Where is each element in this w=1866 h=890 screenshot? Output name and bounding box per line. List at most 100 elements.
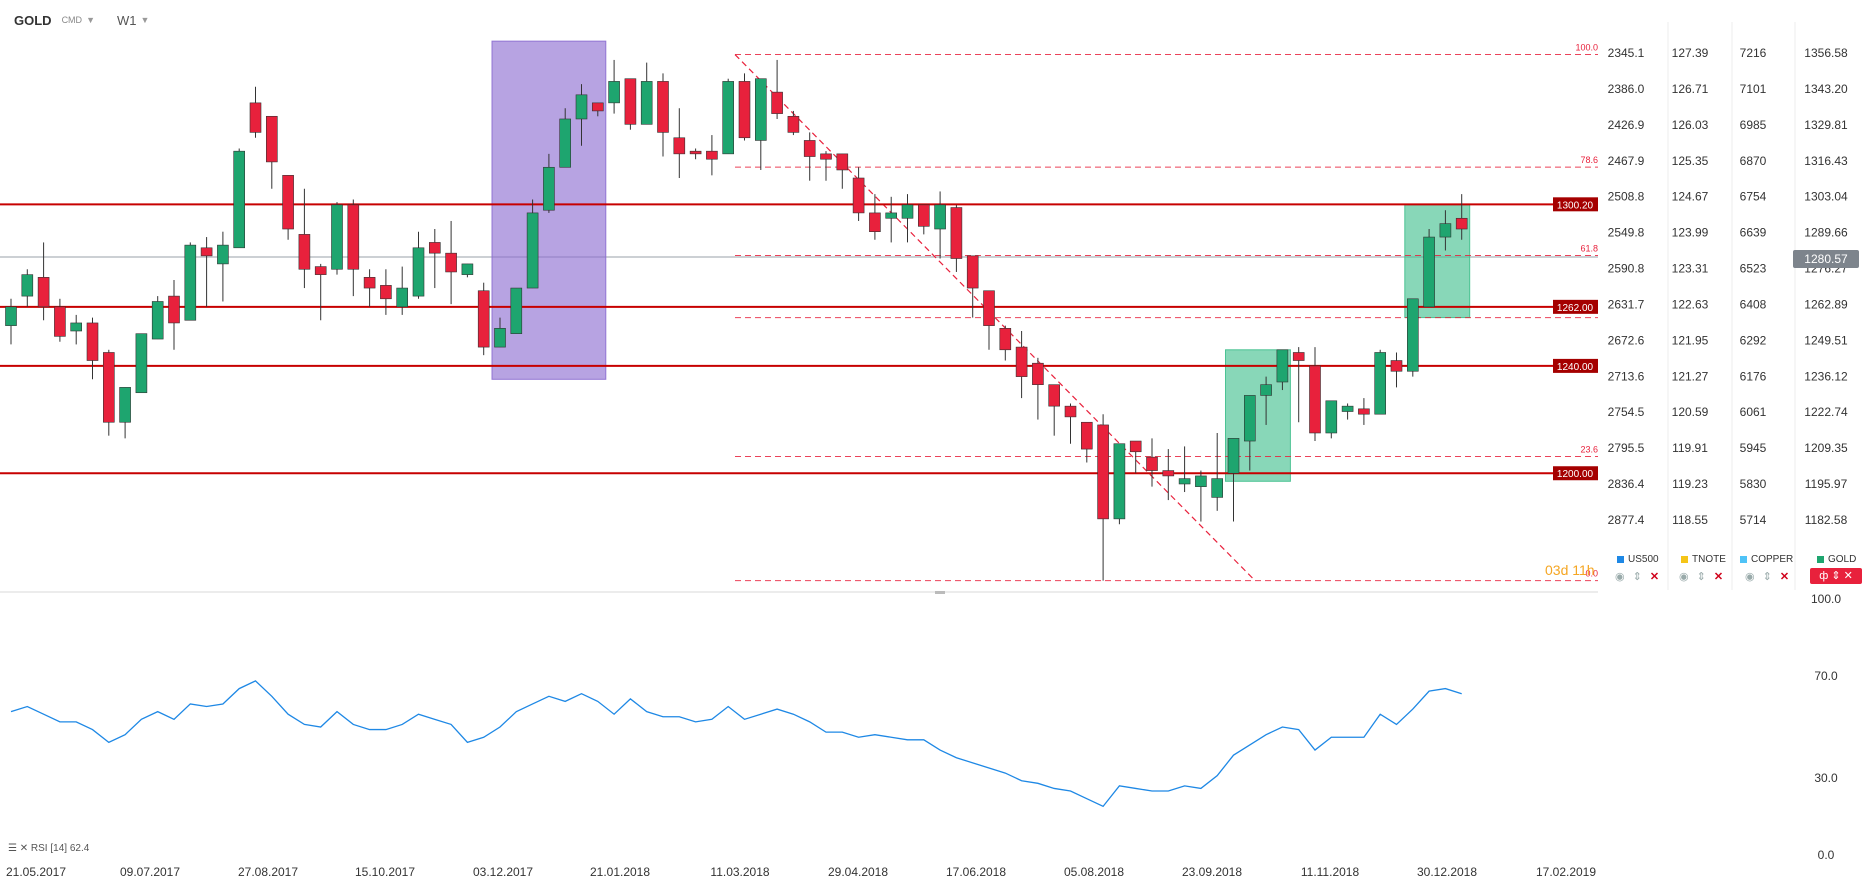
- candle-body: [168, 295, 180, 324]
- timeframe-select[interactable]: W1: [116, 12, 137, 28]
- rsi-tick-label: 0.0: [1818, 848, 1835, 862]
- candle-body: [1309, 365, 1321, 434]
- reorder-icon[interactable]: ⇕: [1762, 571, 1772, 583]
- candle-body: [1195, 475, 1207, 487]
- price-tick-label: 119.23: [1672, 477, 1708, 491]
- indicator-icon[interactable]: ☰ ✕: [8, 843, 29, 854]
- candle-body: [494, 328, 506, 348]
- price-tick-label: 6176: [1740, 369, 1767, 383]
- legend-label: COPPER: [1751, 554, 1794, 565]
- price-tick-label: 1222.74: [1804, 405, 1848, 419]
- candle-body: [314, 266, 327, 275]
- rsi-tick-label: 70.0: [1814, 669, 1838, 683]
- candle-body: [803, 140, 816, 157]
- candle-body: [657, 81, 669, 133]
- candle-body: [428, 242, 441, 254]
- date-tick-label: 29.04.2018: [828, 865, 888, 879]
- date-tick-label: 17.02.2019: [1536, 865, 1596, 879]
- price-tick-label: 122.63: [1672, 297, 1709, 311]
- candle-type-icon[interactable]: ф: [1819, 570, 1829, 582]
- candle-body: [119, 387, 131, 423]
- candle-body: [673, 137, 686, 155]
- price-tick-label: 6870: [1740, 154, 1767, 168]
- candle-body: [477, 290, 490, 348]
- candle-body: [722, 81, 735, 155]
- candle-body: [869, 212, 881, 232]
- chevron-down-icon[interactable]: ▼: [86, 15, 95, 25]
- close-icon[interactable]: ✕: [1779, 571, 1790, 583]
- reorder-icon[interactable]: ⇕: [1632, 571, 1642, 583]
- price-tick-label: 2426.9: [1608, 118, 1645, 132]
- reorder-icon[interactable]: ⇕: [1831, 570, 1841, 582]
- date-tick-label: 15.10.2017: [355, 865, 415, 879]
- date-tick-label: 09.07.2017: [120, 865, 180, 879]
- candle-body: [1276, 349, 1289, 383]
- candle-body: [852, 177, 865, 214]
- rsi-value: 62.4: [69, 843, 90, 854]
- candle-body: [445, 252, 457, 273]
- price-tick-label: 6061: [1740, 405, 1767, 419]
- chart-header: GOLD CMD ▼ W1 ▼: [0, 0, 149, 40]
- eye-icon[interactable]: ◉: [1679, 571, 1689, 583]
- date-tick-label: 21.01.2018: [590, 865, 650, 879]
- rsi-tick-label: 30.0: [1814, 771, 1838, 785]
- rsi-tick-label: 100.0: [1811, 592, 1841, 606]
- eye-icon[interactable]: ◉: [1615, 571, 1625, 583]
- candle-body: [1162, 470, 1175, 477]
- date-tick-label: 11.03.2018: [710, 865, 769, 879]
- date-tick-label: 05.08.2018: [1064, 865, 1124, 879]
- candle-body: [233, 150, 245, 249]
- legend-controls-tnote: ◉ ⇕ ✕: [1679, 570, 1723, 583]
- legend-swatch: [1740, 556, 1747, 563]
- eye-icon[interactable]: ◉: [1745, 571, 1755, 583]
- date-tick-label: 03.12.2017: [473, 865, 533, 879]
- price-tick-label: 2877.4: [1608, 513, 1645, 527]
- chevron-down-icon[interactable]: ▼: [140, 15, 150, 25]
- date-tick-label: 11.11.2018: [1301, 865, 1360, 879]
- date-tick-label: 21.05.2017: [6, 865, 66, 879]
- fib-level-label: 61.8: [1580, 244, 1598, 254]
- price-tick-label: 5714: [1740, 513, 1767, 527]
- candle-body: [1064, 405, 1077, 418]
- fib-level-label: 78.6: [1580, 155, 1598, 165]
- legend-swatch: [1617, 556, 1624, 563]
- candle-body: [591, 102, 604, 112]
- candle-body: [575, 94, 588, 120]
- candle-body: [543, 166, 555, 211]
- symbol-label[interactable]: GOLD: [14, 12, 52, 28]
- legend-us500[interactable]: US500: [1617, 554, 1659, 565]
- price-tick-label: 5830: [1740, 477, 1767, 491]
- close-icon[interactable]: ✕: [1713, 571, 1724, 583]
- price-tick-label: 1316.43: [1804, 154, 1848, 168]
- close-icon[interactable]: ✕: [1649, 571, 1660, 583]
- candle-body: [5, 306, 17, 326]
- level-badge: [1553, 299, 1598, 314]
- candle-body: [151, 301, 164, 340]
- candle-body: [1097, 424, 1109, 520]
- price-tick-label: 2508.8: [1608, 190, 1645, 204]
- price-tick-label: 121.95: [1672, 333, 1709, 347]
- legend-gold[interactable]: GOLD: [1817, 554, 1856, 565]
- price-tick-label: 6523: [1740, 262, 1767, 276]
- fib-trend-line: [734, 54, 1256, 582]
- close-icon[interactable]: ✕: [1843, 570, 1853, 582]
- candle-body: [347, 204, 360, 270]
- candle-body: [689, 150, 702, 155]
- reorder-icon[interactable]: ⇕: [1696, 571, 1706, 583]
- candle-body: [1439, 223, 1452, 238]
- candle-body: [820, 153, 832, 160]
- price-tick-label: 2713.6: [1608, 369, 1645, 383]
- legend-tnote[interactable]: TNOTE: [1681, 554, 1726, 565]
- price-tick-label: 1195.97: [1805, 477, 1848, 491]
- legend-copper[interactable]: COPPER: [1740, 554, 1793, 565]
- candle-body: [754, 78, 767, 141]
- candle-body: [1244, 395, 1256, 442]
- price-tick-label: 126.03: [1672, 118, 1709, 132]
- price-tick-label: 1289.66: [1804, 226, 1848, 240]
- legend-controls-gold[interactable]: ф ⇕ ✕: [1810, 568, 1862, 584]
- price-tick-label: 127.39: [1672, 46, 1709, 60]
- price-tick-label: 123.31: [1672, 262, 1709, 276]
- rsi-name: RSI [14]: [30, 843, 68, 854]
- candle-body: [380, 285, 392, 300]
